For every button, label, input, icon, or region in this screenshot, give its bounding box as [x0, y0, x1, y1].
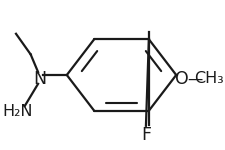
Text: N: N — [33, 70, 46, 88]
Text: O: O — [174, 70, 188, 88]
Text: F: F — [140, 126, 150, 144]
Text: CH₃: CH₃ — [193, 71, 223, 86]
Text: —: — — [186, 72, 201, 87]
Text: H₂N: H₂N — [3, 103, 33, 118]
